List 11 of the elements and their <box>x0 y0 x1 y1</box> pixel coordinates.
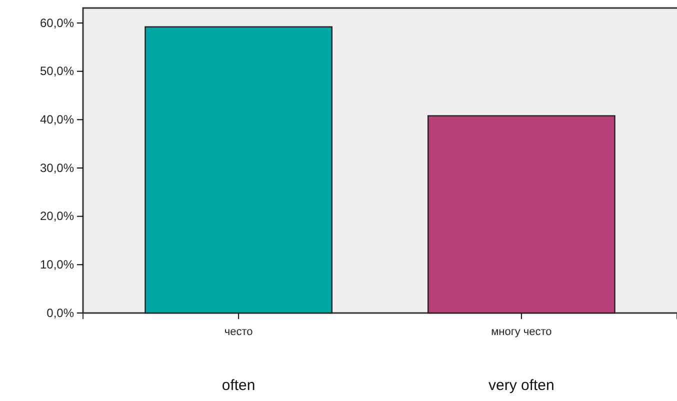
y-tick-label: 50,0% <box>40 64 74 78</box>
text: often <box>222 377 256 394</box>
x-tick-label: често <box>224 326 253 338</box>
text: very often <box>488 377 554 394</box>
y-tick-label: 30,0% <box>40 160 74 175</box>
y-tick-label: 10,0% <box>40 258 74 272</box>
y-tick-label: 60,0% <box>40 16 74 30</box>
x-tick-label: многу често <box>491 326 552 338</box>
y-tick-label: 20,0% <box>40 209 74 224</box>
y-tick-label: 0,0% <box>46 306 74 320</box>
y-tick-label: 40,0% <box>40 112 74 126</box>
